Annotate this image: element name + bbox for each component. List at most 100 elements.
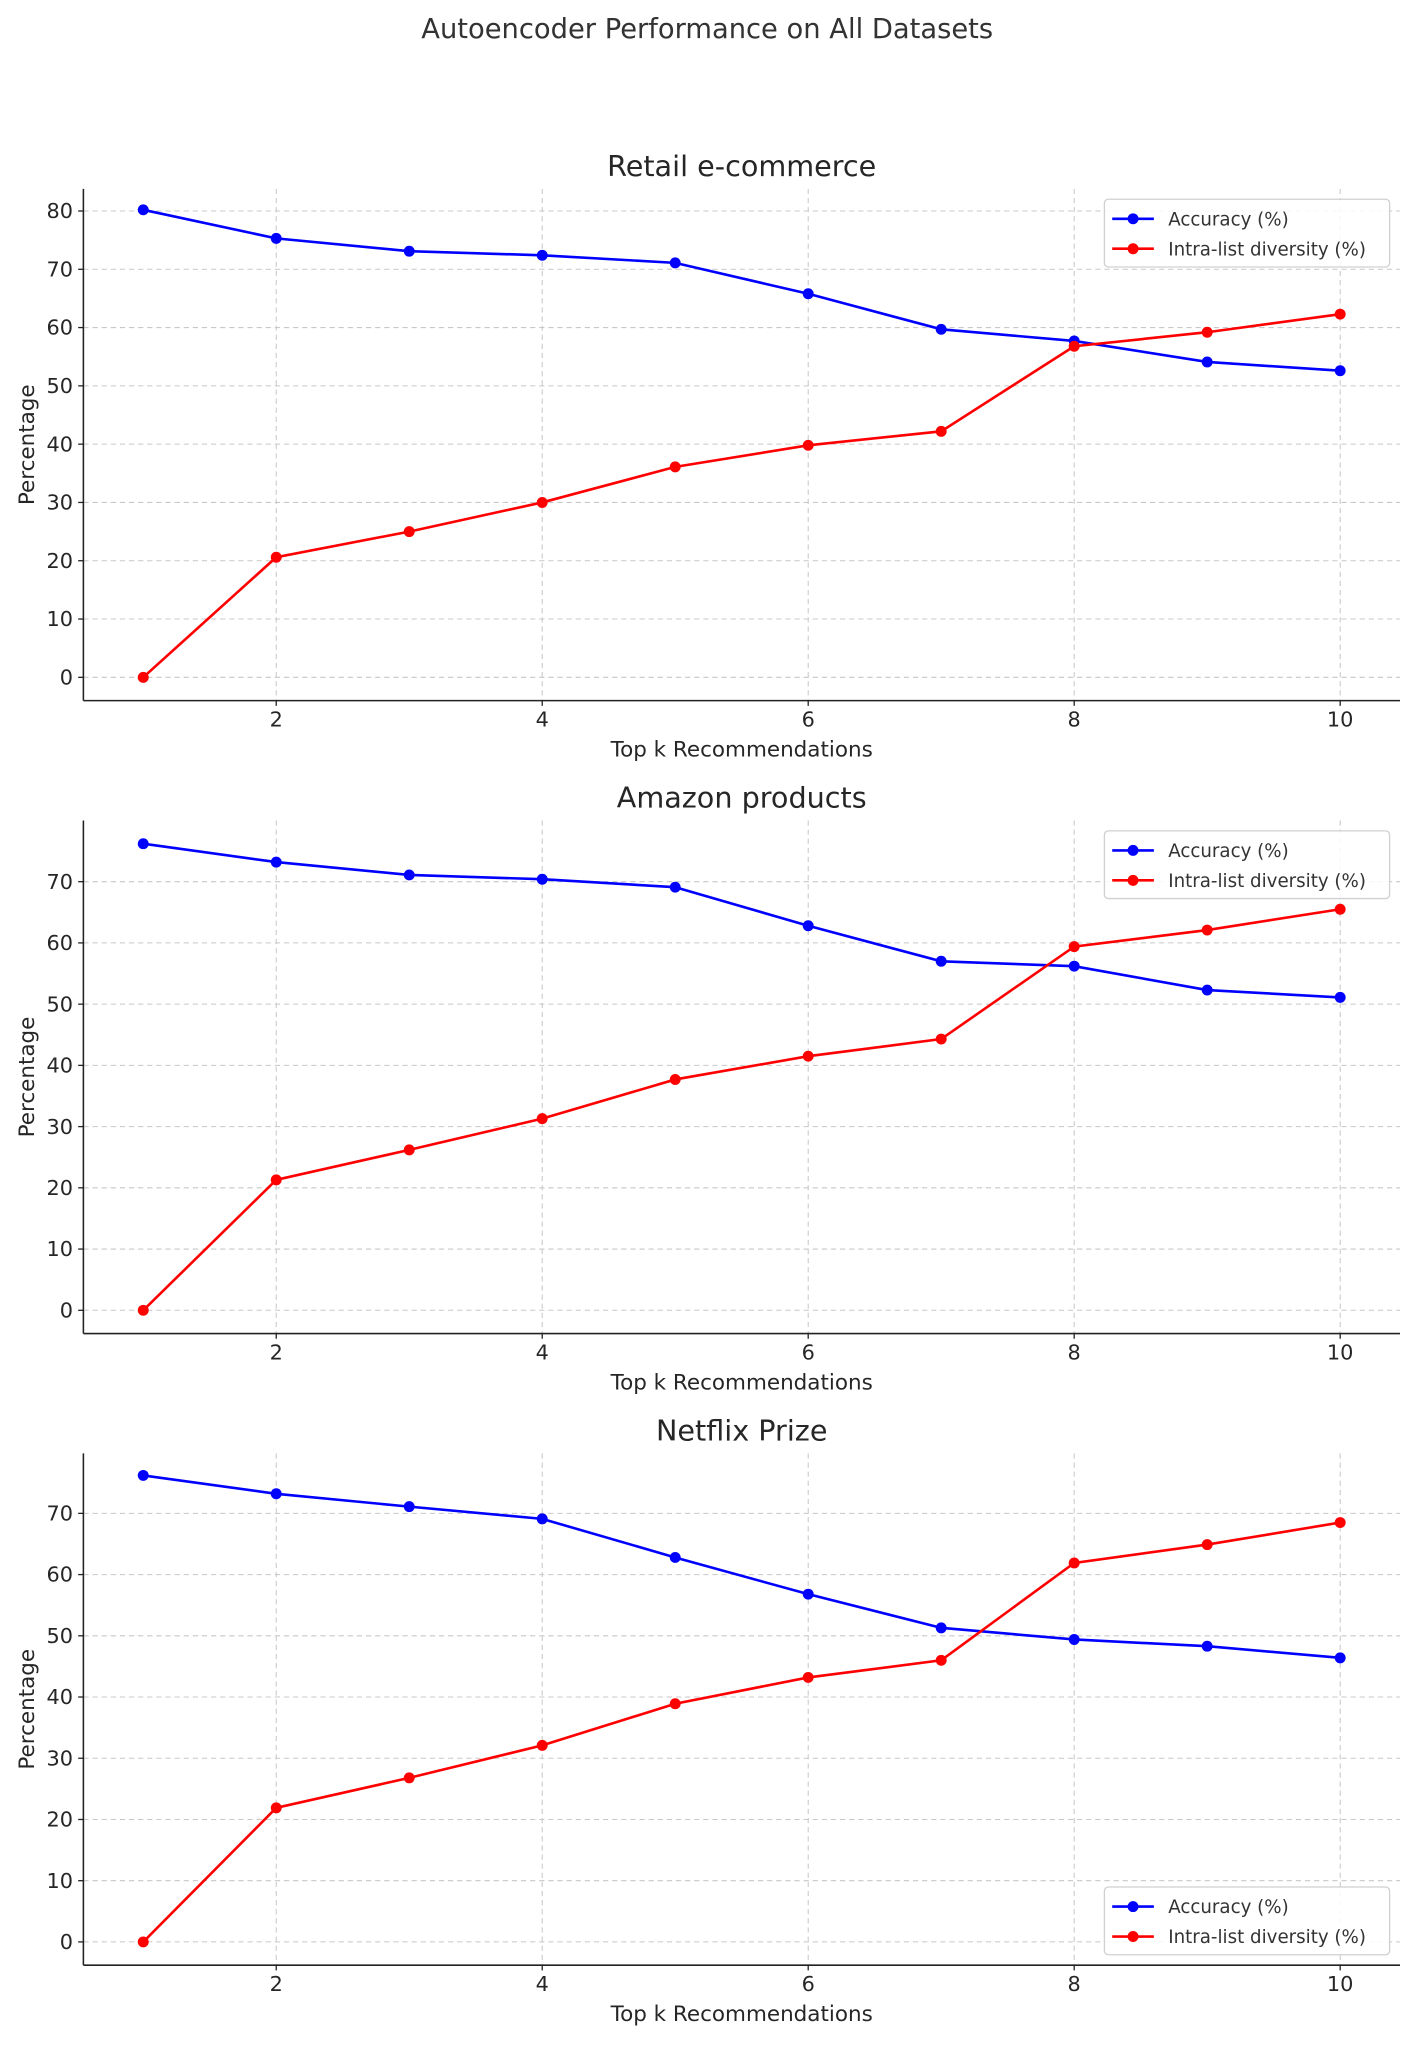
data-point-diversity [137,671,149,683]
series-line-accuracy [143,1474,1341,1660]
data-point-diversity [1068,340,1080,352]
x-axis-label: Top k Recommendations [610,2002,873,2027]
data-point-diversity [137,1304,149,1316]
data-point-accuracy [802,920,814,932]
x-tick-label: 10 [1327,1972,1354,1996]
y-tick-label: 10 [46,1237,73,1261]
data-point-accuracy [669,1551,681,1563]
data-point-accuracy [536,1513,548,1525]
data-point-accuracy [1334,365,1346,377]
data-point-accuracy [935,1622,947,1634]
legend: Accuracy (%) Intra-list diversity (%) [1103,198,1391,268]
y-tick-label: 60 [46,1563,73,1587]
y-tick-label: 60 [46,931,73,955]
legend-marker [1127,1931,1139,1942]
y-axis-label: Percentage [15,384,40,505]
data-point-accuracy [270,1488,282,1500]
x-tick-label: 8 [1068,1341,1081,1365]
data-point-diversity [669,1073,681,1085]
x-tick-label: 10 [1327,708,1354,732]
subplot-title: Netflix Prize [656,1413,827,1447]
data-point-diversity [270,1802,282,1814]
data-point-accuracy [536,249,548,261]
legend-label: Accuracy (%) [1168,209,1289,230]
subplot-title: Retail e-commerce [607,149,876,183]
legend-label: Accuracy (%) [1168,841,1289,862]
x-tick-label: 2 [270,1972,283,1996]
data-point-diversity [802,1671,814,1683]
data-point-diversity [669,461,681,473]
data-point-accuracy [137,1469,149,1481]
x-tick-label: 4 [536,708,549,732]
x-tick-label: 6 [802,1972,815,1996]
data-point-accuracy [137,204,149,216]
data-point-diversity [1334,308,1346,320]
y-tick-label: 30 [46,491,73,515]
y-tick-label: 70 [46,1502,73,1526]
data-point-accuracy [403,1501,415,1513]
data-point-diversity [802,1050,814,1062]
y-tick-label: 0 [60,1930,73,1954]
data-point-diversity [270,1174,282,1186]
data-point-accuracy [403,245,415,257]
data-point-diversity [403,526,415,538]
data-point-diversity [1068,1557,1080,1569]
data-point-accuracy [802,1588,814,1600]
data-point-diversity [403,1772,415,1784]
data-point-accuracy [1201,984,1213,996]
legend-label: Intra-list diversity (%) [1168,1927,1366,1948]
data-point-diversity [1201,1539,1213,1551]
data-point-accuracy [669,881,681,893]
y-tick-label: 80 [46,199,73,223]
data-point-diversity [1334,1517,1346,1529]
series-line-diversity [142,1521,1341,1943]
data-point-accuracy [1334,991,1346,1003]
data-point-diversity [1201,326,1213,338]
legend-marker [1127,213,1139,225]
x-tick-label: 10 [1327,1341,1354,1365]
x-tick-label: 2 [270,708,283,732]
legend-box [1103,830,1391,900]
data-point-diversity [536,1739,548,1751]
data-point-accuracy [137,838,149,850]
y-tick-label: 40 [46,1685,73,1709]
x-tick-label: 8 [1068,708,1081,732]
legend: Accuracy (%) Intra-list diversity (%) [1103,830,1391,900]
data-point-accuracy [1068,960,1080,972]
legend-marker [1127,1901,1139,1913]
data-point-diversity [1334,903,1346,915]
y-axis-label: Percentage [15,1649,40,1770]
y-tick-label: 10 [46,1869,73,1893]
data-point-accuracy [270,856,282,868]
subplot-3: 2 4 6 8 10 0 10 20 30 40 50 60 70 Netflix Prize Top k … [15,1413,1401,2027]
legend-box [1103,1886,1391,1956]
y-tick-label: 10 [46,607,73,631]
data-point-accuracy [935,955,947,967]
data-point-diversity [536,496,548,508]
y-tick-label: 40 [46,432,73,456]
y-tick-label: 40 [46,1054,73,1078]
x-tick-label: 6 [802,708,815,732]
subplot-title: Amazon products [617,780,867,814]
legend-label: Intra-list diversity (%) [1168,871,1366,892]
y-tick-label: 20 [46,1176,73,1200]
series-line-accuracy [143,842,1341,999]
y-tick-label: 50 [46,1624,73,1648]
data-point-diversity [137,1936,149,1948]
data-point-diversity [802,439,814,451]
x-axis-label: Top k Recommendations [610,738,873,763]
legend-marker [1127,874,1139,886]
data-point-accuracy [1334,1652,1346,1664]
data-point-diversity [669,1698,681,1710]
data-point-accuracy [935,323,947,335]
figure-title: Autoencoder Performance on All Datasets [421,14,993,45]
x-tick-label: 8 [1068,1972,1081,1996]
y-tick-label: 70 [46,870,73,894]
data-point-diversity [1068,941,1080,953]
data-point-accuracy [1068,1634,1080,1645]
y-tick-label: 60 [46,316,73,340]
legend: Accuracy (%) Intra-list diversity (%) [1103,1886,1391,1956]
data-point-accuracy [1201,1640,1213,1652]
y-tick-label: 20 [46,549,73,573]
